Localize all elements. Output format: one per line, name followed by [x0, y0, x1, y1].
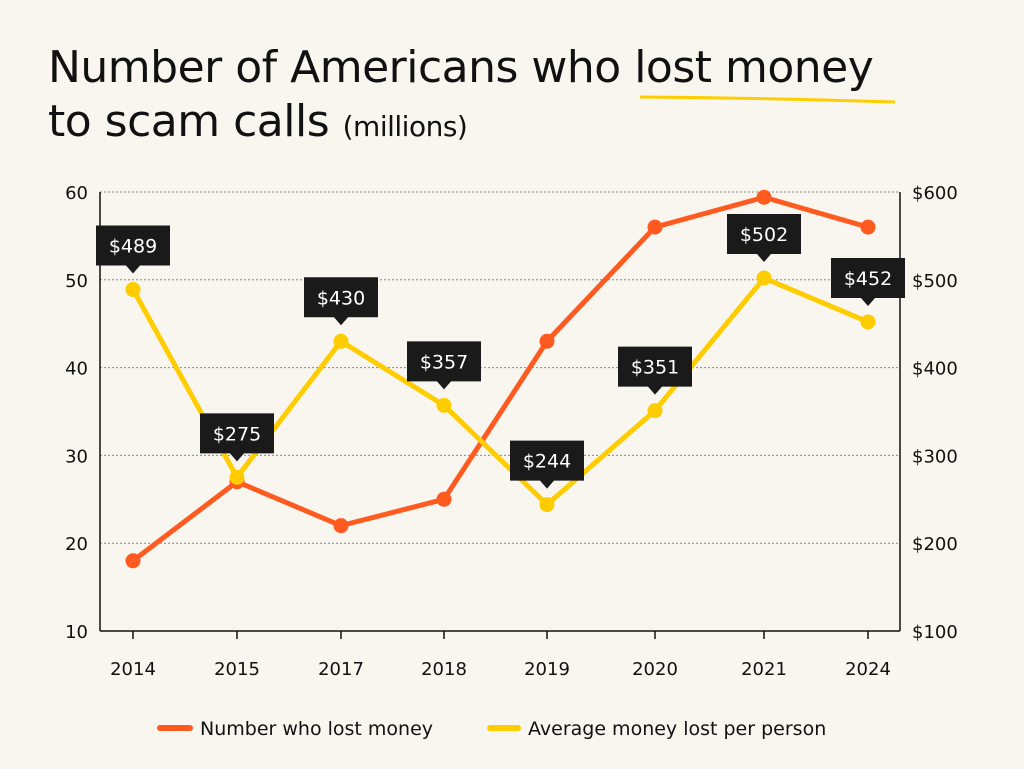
point-number [125, 553, 141, 569]
y-right-tick: $100 [912, 622, 958, 643]
point-number [860, 219, 876, 235]
data-label-callout [96, 225, 170, 274]
data-label: $244 [523, 451, 571, 473]
data-label: $430 [317, 287, 365, 309]
x-tick-label: 2018 [421, 659, 467, 680]
data-label-callout [200, 413, 274, 462]
y-left-tick: 20 [65, 534, 88, 555]
point-average [860, 314, 876, 330]
data-label-callout [407, 341, 481, 390]
data-label-callout [727, 214, 801, 263]
data-label-callout [831, 257, 905, 306]
legend-label-average: Average money lost per person [528, 718, 826, 740]
point-average [125, 281, 141, 297]
y-left-tick: 60 [65, 183, 88, 204]
y-left-tick: 10 [65, 622, 88, 643]
point-number [756, 189, 772, 205]
series-line-average [130, 275, 869, 508]
y-left-tick: 50 [65, 271, 88, 292]
y-right-tick: $400 [912, 359, 958, 380]
point-average [333, 333, 349, 349]
y-right-tick: $300 [912, 446, 958, 467]
chart-title-line2: to scam calls (millions) [48, 96, 468, 147]
data-label: $357 [420, 351, 468, 373]
point-average [229, 469, 245, 485]
chart-title-line1: Number of Americans who lost money [48, 42, 874, 93]
data-label-callout [304, 277, 378, 326]
point-number [647, 219, 663, 235]
x-tick-label: 2015 [214, 659, 260, 680]
point-number [539, 333, 555, 349]
y-left-tick: 40 [65, 359, 88, 380]
title-main: to scam calls [48, 96, 330, 147]
y-right-tick: $600 [912, 183, 958, 204]
x-tick-label: 2019 [524, 659, 570, 680]
data-label-callout [510, 440, 584, 489]
y-right-tick: $200 [912, 534, 958, 555]
point-number [333, 518, 349, 534]
series-line-number [131, 194, 869, 563]
x-tick-label: 2024 [845, 659, 891, 680]
point-number [436, 491, 452, 507]
point-average [647, 403, 663, 419]
data-label-callout [618, 346, 692, 395]
data-label: $502 [740, 224, 788, 246]
data-label: $489 [109, 235, 157, 257]
x-tick-label: 2020 [632, 659, 678, 680]
point-average [539, 497, 555, 513]
data-label: $275 [213, 423, 261, 445]
data-label: $351 [631, 357, 679, 379]
y-right-tick: $500 [912, 271, 958, 292]
data-label: $452 [844, 268, 892, 290]
point-average [436, 397, 452, 413]
y-left-tick: 30 [65, 446, 88, 467]
x-tick-label: 2014 [110, 659, 156, 680]
point-average [756, 270, 772, 286]
title-unit: (millions) [342, 110, 468, 143]
legend-label-number: Number who lost money [200, 718, 433, 740]
title-underline [639, 95, 896, 104]
x-tick-label: 2021 [741, 659, 787, 680]
x-tick-label: 2017 [318, 659, 364, 680]
